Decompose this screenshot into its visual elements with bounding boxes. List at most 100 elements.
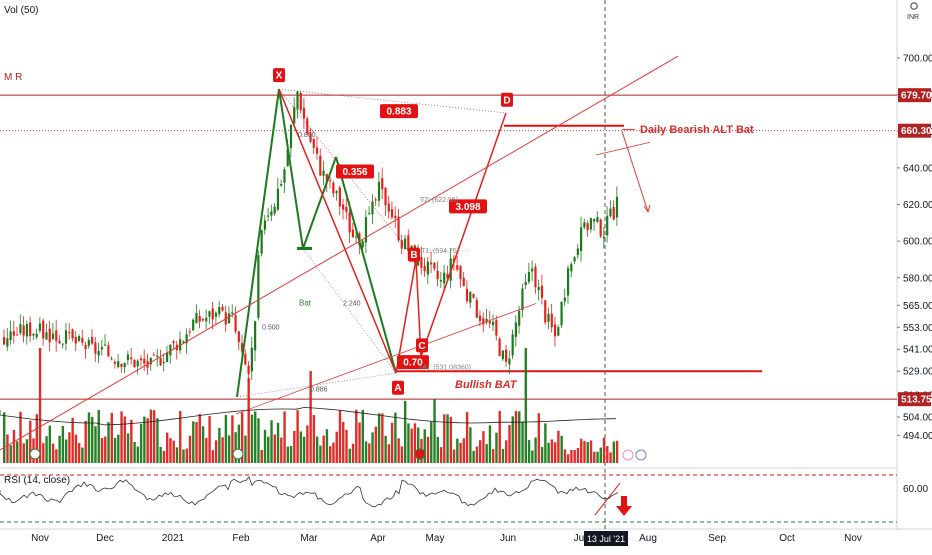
volume-bar [136, 446, 140, 463]
candle-body [110, 358, 113, 360]
candle-body [332, 182, 335, 194]
volume-bar [534, 437, 537, 463]
volume-bar [260, 449, 263, 463]
candle-body [342, 204, 345, 210]
candle-body [446, 273, 449, 279]
ratio-badge: 3.098 [449, 199, 487, 214]
volume-bar [68, 432, 71, 463]
candle-body [505, 349, 508, 362]
candle-body [289, 124, 293, 149]
candle-body [100, 347, 103, 350]
candle-body [218, 306, 221, 315]
candle-body [351, 229, 355, 238]
candle-body [159, 358, 162, 366]
candle-body [462, 277, 465, 287]
volume-bar [524, 348, 527, 463]
candle-body [55, 330, 58, 342]
event-marker-l[interactable] [622, 449, 634, 461]
price-tick-label: 529.00 [903, 367, 932, 378]
candle-body [77, 336, 81, 341]
currency-box[interactable]: INR [907, 2, 919, 21]
candle-body [257, 255, 260, 318]
ratio-badge-bg [336, 164, 374, 179]
ratio-badge-bg [380, 104, 418, 119]
volume-bar [29, 420, 32, 463]
volume-bar [208, 416, 211, 463]
event-marker-d[interactable] [635, 449, 647, 461]
candle-body [550, 313, 553, 328]
volume-bar [110, 412, 113, 463]
volume-bar [319, 445, 322, 463]
volume-bar [139, 423, 143, 463]
volume-bar [299, 431, 303, 463]
candle-body [276, 188, 280, 210]
event-marker[interactable] [29, 448, 41, 460]
candle-body [3, 337, 6, 345]
volume-bar [126, 433, 130, 463]
event-marker[interactable] [414, 448, 426, 460]
candle-body [126, 354, 130, 361]
candle-body [133, 359, 136, 368]
pattern-point-x: X [273, 68, 285, 83]
time-tick-label: Jun [500, 533, 516, 544]
chart-annotation: T1: (594.75) [421, 248, 459, 255]
volume-bar [185, 448, 188, 463]
price-label-badge: 513.75 [898, 392, 932, 407]
volume-bar [296, 410, 299, 463]
candle-body [602, 236, 606, 239]
candle-body [48, 328, 51, 343]
candle-body [58, 340, 61, 344]
candle-body [420, 257, 423, 268]
candle-body [296, 91, 299, 110]
candle-body [71, 329, 74, 339]
volume-bar [325, 429, 329, 463]
candle-body [527, 272, 531, 282]
candle-body [286, 149, 289, 167]
candle-body [211, 308, 214, 320]
volume-bar [270, 420, 273, 463]
volume-bar [172, 440, 175, 463]
candle-body [361, 240, 364, 248]
volume-bar [227, 435, 231, 463]
ratio-badge-text: 0.883 [386, 107, 411, 118]
candle-body [117, 361, 120, 368]
volume-bar [192, 421, 195, 463]
candle-body [192, 319, 195, 331]
price-label-text: 679.70 [901, 91, 932, 102]
price-label-badge: 660.30 [898, 123, 932, 138]
volume-bar [498, 410, 501, 463]
volume-bar [120, 411, 123, 463]
candle-body [524, 281, 527, 286]
candle-body [302, 107, 306, 119]
candle-body [312, 138, 315, 148]
candle-body [338, 187, 341, 207]
gear-icon[interactable] [910, 2, 918, 10]
volume-bar [289, 446, 293, 463]
trendline-upper [595, 141, 651, 156]
volume-bar [221, 437, 224, 463]
volume-bar [322, 435, 325, 463]
volume-bar [267, 436, 270, 463]
volume-bar [531, 450, 534, 463]
bat-b-marker [297, 246, 312, 250]
price-tick-label: 541.00 [903, 345, 932, 356]
candle-body [563, 297, 566, 302]
volume-bar [48, 425, 52, 463]
pattern-point-d: D [501, 92, 513, 107]
chart-annotation: 2.240 [343, 300, 361, 307]
candle-body [390, 209, 394, 218]
ratio-badge-bg [449, 199, 487, 214]
candle-body [329, 180, 332, 182]
volume-bar [547, 442, 550, 463]
candle-body [136, 360, 139, 367]
volume-bar [133, 441, 136, 463]
price-label-bg [898, 392, 931, 407]
ratio-badge: 0.883 [380, 104, 418, 119]
volume-bar [64, 439, 68, 463]
volume-bar [19, 411, 22, 463]
candle-body [182, 341, 185, 343]
event-marker[interactable] [232, 448, 244, 460]
volume-bar [417, 427, 420, 463]
time-tick-label: Aug [639, 533, 657, 544]
